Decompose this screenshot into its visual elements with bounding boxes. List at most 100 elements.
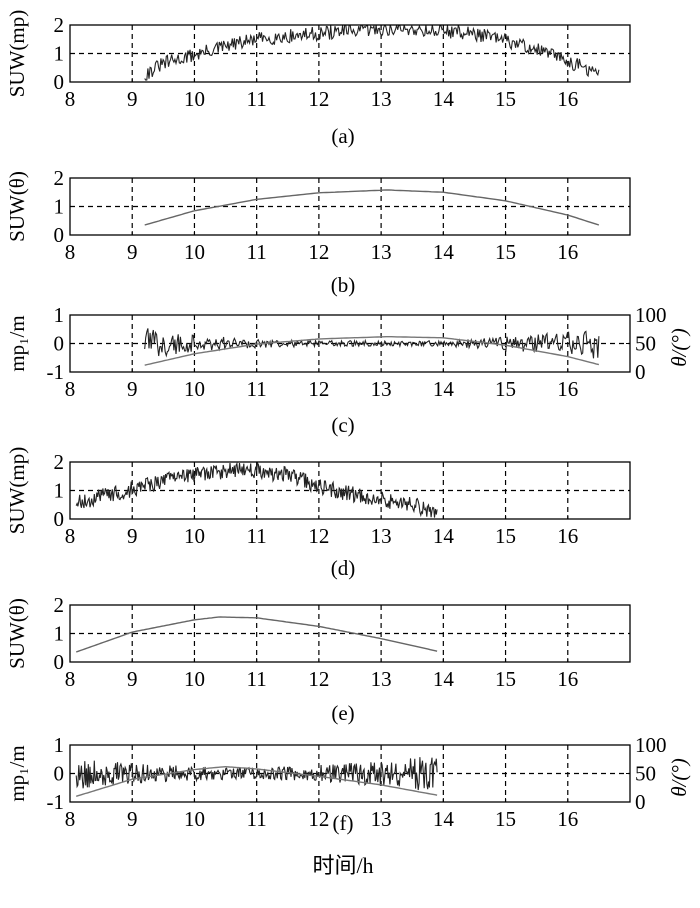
series-line-b-0	[144, 189, 600, 226]
y-tick-label: 1	[54, 195, 65, 219]
series-line-e-0	[75, 616, 438, 653]
x-tick-label: 10	[184, 377, 205, 401]
y-tick-label: 2	[54, 450, 65, 474]
x-tick-label: 12	[308, 524, 329, 548]
y2-axis-label: θ/(°)	[667, 328, 691, 367]
y-tick-label: 2	[54, 166, 65, 190]
x-tick-label: 14	[433, 524, 455, 548]
y-tick-label: -1	[47, 360, 65, 384]
x-tick-label: 12	[308, 807, 329, 831]
x-tick-label: 16	[557, 87, 578, 111]
x-tick-label: 10	[184, 807, 205, 831]
x-tick-label: 8	[65, 524, 76, 548]
x-tick-label: 8	[65, 377, 76, 401]
y2-tick-label: 50	[635, 762, 656, 786]
y2-tick-label: 50	[635, 332, 656, 356]
panel-caption: (e)	[331, 701, 354, 725]
x-tick-label: 11	[247, 524, 267, 548]
x-tick-label: 9	[127, 240, 138, 264]
panel-caption: (f)	[333, 811, 354, 835]
x-tick-label: 11	[247, 667, 267, 691]
series-line-d-0	[75, 462, 438, 518]
x-tick-label: 8	[65, 807, 76, 831]
x-tick-label: 16	[557, 240, 578, 264]
y-tick-label: 0	[54, 223, 65, 247]
x-tick-label: 14	[433, 240, 455, 264]
x-tick-label: 11	[247, 87, 267, 111]
x-tick-label: 16	[557, 667, 578, 691]
y-axis-label: SUW(θ)	[5, 171, 29, 242]
figure-x-axis-label: 时间/h	[312, 853, 373, 878]
x-tick-label: 14	[433, 87, 455, 111]
y2-tick-label: 100	[635, 303, 667, 327]
x-tick-label: 16	[557, 807, 578, 831]
x-tick-label: 8	[65, 240, 76, 264]
y-axis-label: SUW(θ)	[5, 598, 29, 669]
x-tick-label: 10	[184, 524, 205, 548]
y-tick-label: 1	[54, 303, 65, 327]
x-tick-label: 10	[184, 240, 205, 264]
x-tick-label: 12	[308, 667, 329, 691]
y-tick-label: 1	[54, 622, 65, 646]
x-tick-label: 16	[557, 377, 578, 401]
panel-caption: (c)	[331, 413, 354, 437]
x-tick-label: 13	[371, 807, 392, 831]
x-tick-label: 12	[308, 377, 329, 401]
x-tick-label: 10	[184, 87, 205, 111]
x-tick-label: 15	[495, 87, 516, 111]
x-tick-label: 14	[433, 807, 455, 831]
panel-caption: (a)	[331, 124, 354, 148]
y-axis-label: mp₁/m	[5, 315, 29, 371]
panel-caption: (b)	[331, 273, 356, 297]
y-tick-label: 1	[54, 479, 65, 503]
y-tick-label: 1	[54, 42, 65, 66]
y-tick-label: 2	[54, 593, 65, 617]
x-tick-label: 13	[371, 240, 392, 264]
x-tick-label: 8	[65, 667, 76, 691]
x-tick-label: 15	[495, 524, 516, 548]
y-axis-label: mp₁/m	[5, 745, 29, 801]
x-tick-label: 15	[495, 807, 516, 831]
x-tick-label: 11	[247, 377, 267, 401]
x-tick-label: 9	[127, 87, 138, 111]
y-tick-label: 1	[54, 733, 65, 757]
x-tick-label: 14	[433, 667, 455, 691]
y-tick-label: 0	[54, 762, 65, 786]
y2-tick-label: 100	[635, 733, 667, 757]
x-tick-label: 13	[371, 87, 392, 111]
series-line-c-1	[144, 336, 600, 366]
x-tick-label: 15	[495, 377, 516, 401]
y2-tick-label: 0	[635, 790, 646, 814]
x-tick-label: 11	[247, 807, 267, 831]
x-tick-label: 9	[127, 667, 138, 691]
x-tick-label: 15	[495, 240, 516, 264]
x-tick-label: 13	[371, 524, 392, 548]
x-tick-label: 15	[495, 667, 516, 691]
series-line-f-0	[75, 757, 438, 791]
series-line-a-0	[144, 25, 600, 81]
y-tick-label: 0	[54, 650, 65, 674]
x-tick-label: 9	[127, 524, 138, 548]
x-tick-label: 13	[371, 377, 392, 401]
panel-caption: (d)	[331, 556, 356, 580]
x-tick-label: 9	[127, 377, 138, 401]
y-axis-label: SUW(mp)	[5, 10, 29, 98]
y-tick-label: 0	[54, 332, 65, 356]
y-tick-label: 0	[54, 70, 65, 94]
x-tick-label: 8	[65, 87, 76, 111]
x-tick-label: 12	[308, 240, 329, 264]
x-tick-label: 16	[557, 524, 578, 548]
x-tick-label: 10	[184, 667, 205, 691]
x-tick-label: 14	[433, 377, 455, 401]
x-tick-label: 9	[127, 807, 138, 831]
y-tick-label: 0	[54, 507, 65, 531]
y2-axis-label: θ/(°)	[667, 758, 691, 797]
series-line-c-0	[144, 328, 600, 359]
x-tick-label: 11	[247, 240, 267, 264]
